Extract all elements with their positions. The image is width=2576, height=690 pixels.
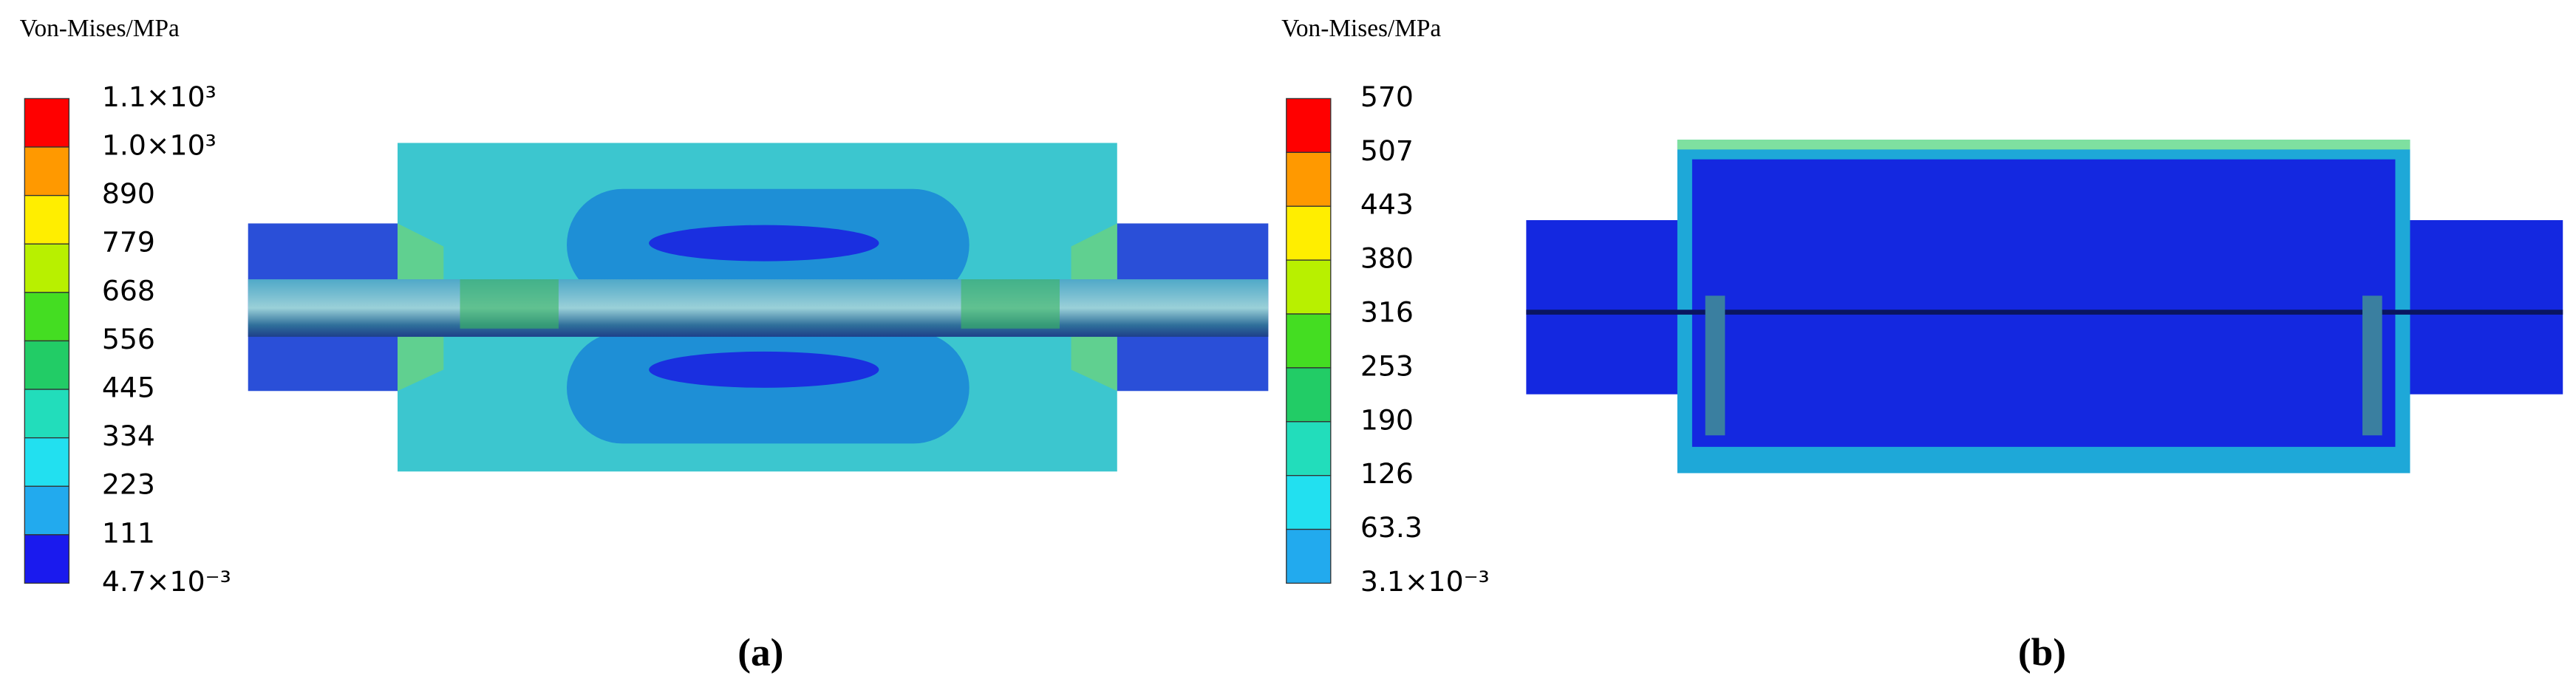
- legend-swatch: [24, 243, 70, 293]
- legend-label: 779: [102, 226, 155, 259]
- legend-label: 443: [1360, 188, 1414, 221]
- legend-label: 223: [102, 468, 155, 501]
- legend-swatch: [24, 534, 70, 584]
- legend-swatch: [1286, 313, 1332, 369]
- legend-swatch: [1286, 367, 1332, 423]
- legend-label: 668: [102, 274, 155, 307]
- legend-label: 111: [102, 516, 155, 549]
- legend-swatch: [1286, 98, 1332, 153]
- legend-label: 63.3: [1360, 511, 1422, 544]
- legend-swatch: [1286, 151, 1332, 207]
- contour: [2362, 296, 2382, 436]
- legend-label: 445: [102, 372, 155, 404]
- contour: [460, 279, 559, 329]
- legend-swatch: [24, 389, 70, 439]
- legend-swatch: [24, 437, 70, 487]
- contour: [649, 351, 879, 388]
- caption: (a): [737, 630, 783, 674]
- legend-label: 126: [1360, 457, 1414, 490]
- contour: [1691, 159, 2396, 447]
- legend-label: 570: [1360, 81, 1414, 113]
- legend-label: 253: [1360, 349, 1414, 382]
- legend-label: 3.1×10⁻³: [1360, 565, 1490, 598]
- legend-title: Von-Mises/MPa: [1281, 15, 1441, 42]
- legend-swatch: [1286, 259, 1332, 315]
- contour: [1677, 140, 2410, 150]
- legend-swatch: [24, 485, 70, 536]
- contour: [961, 279, 1060, 329]
- legend-swatch: [24, 340, 70, 390]
- contour: [1705, 296, 1725, 436]
- contour: [649, 225, 879, 262]
- legend-swatch: [1286, 421, 1332, 476]
- legend-label: 556: [102, 323, 155, 355]
- contour: [567, 332, 970, 444]
- legend-label: 890: [102, 177, 155, 210]
- rod: [248, 279, 1269, 337]
- legend-label: 316: [1360, 296, 1414, 328]
- legend-swatch: [24, 98, 70, 148]
- legend-label: 507: [1360, 134, 1414, 167]
- legend-swatch: [1286, 475, 1332, 530]
- legend-label: 380: [1360, 242, 1414, 275]
- legend-label: 1.0×10³: [102, 129, 217, 162]
- legend-label: 4.7×10⁻³: [102, 565, 231, 598]
- legend-label: 1.1×10³: [102, 81, 217, 113]
- legend-label: 334: [102, 420, 155, 452]
- fea-model-b: [1526, 140, 2563, 474]
- legend-swatch: [24, 292, 70, 342]
- legend-swatch: [1286, 528, 1332, 584]
- legend-swatch: [1286, 205, 1332, 261]
- legend-swatch: [24, 146, 70, 197]
- legend-title: Von-Mises/MPa: [20, 15, 180, 42]
- caption: (b): [2018, 630, 2066, 674]
- fea-model-a: [248, 143, 1269, 472]
- legend-swatch: [24, 194, 70, 245]
- legend-label: 190: [1360, 403, 1414, 436]
